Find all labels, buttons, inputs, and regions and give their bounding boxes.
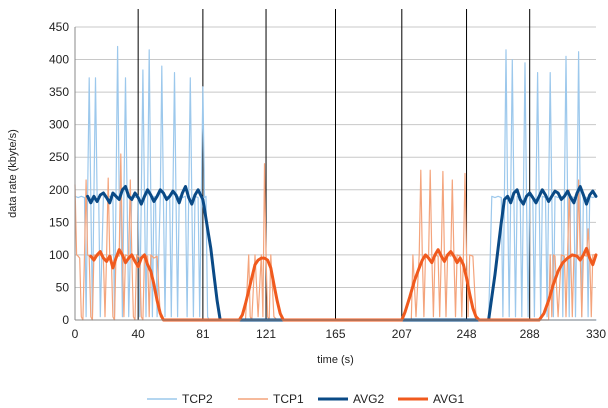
x-tick-label-81: 81 [196,327,210,341]
x-axis-label: time (s) [317,354,354,366]
vertical-markers [137,9,531,320]
x-tick-label-121: 121 [256,327,276,341]
y-tick-label-0: 0 [62,313,69,327]
y-tick-label-100: 100 [49,248,69,262]
x-tick-label-0: 0 [72,327,79,341]
y-tick-label-350: 350 [49,85,69,99]
series-line-avg2 [86,185,598,322]
legend-label-avg2: AVG2 [353,392,384,406]
legend-label-tcp2: TCP2 [182,392,213,406]
axes [74,27,596,321]
x-tick-label-330: 330 [586,327,606,341]
x-tick-label-40: 40 [131,327,145,341]
legend-label-tcp1: TCP1 [273,392,304,406]
y-tick-label-400: 400 [49,53,69,67]
legend-label-avg1: AVG1 [433,392,464,406]
y-tick-label-200: 200 [49,183,69,197]
legend: TCP2 TCP1 AVG2 AVG1 [147,392,464,406]
x-tick-label-207: 207 [392,327,412,341]
legend-item-tcp2: TCP2 [147,392,213,406]
tick-labels: 0 50 100 150 200 250 300 350 400 450 0 40 81 121 165 20… [49,20,606,341]
x-tick-label-288: 288 [520,327,540,341]
series-line-avg1 [89,246,598,322]
y-axis-label: data rate (kbyte/s) [7,129,19,218]
legend-item-avg2: AVG2 [318,392,384,406]
series-line-tcp2-later [488,49,597,321]
legend-item-avg1: AVG1 [398,392,464,406]
y-tick-label-300: 300 [49,118,69,132]
y-tick-label-450: 450 [49,20,69,34]
x-tick-label-165: 165 [325,327,345,341]
legend-item-tcp1: TCP1 [238,392,304,406]
y-tick-label-150: 150 [49,215,69,229]
y-tick-label-50: 50 [56,280,70,294]
x-tick-label-248: 248 [457,327,477,341]
y-tick-label-250: 250 [49,150,69,164]
